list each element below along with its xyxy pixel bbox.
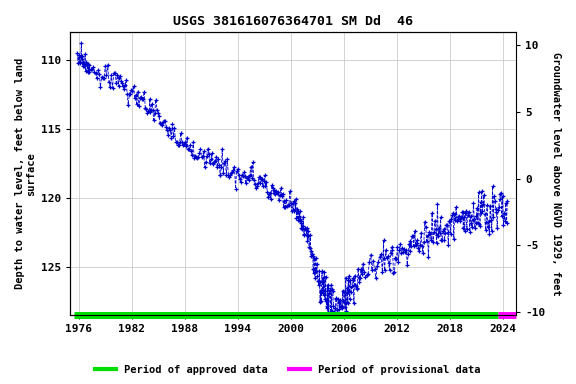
Legend: Period of approved data, Period of provisional data: Period of approved data, Period of provi… <box>91 361 485 379</box>
Y-axis label: Depth to water level, feet below land
surface: Depth to water level, feet below land su… <box>15 58 37 289</box>
Title: USGS 381616076364701 SM Dd  46: USGS 381616076364701 SM Dd 46 <box>173 15 413 28</box>
Y-axis label: Groundwater level above NGVD 1929, feet: Groundwater level above NGVD 1929, feet <box>551 52 561 296</box>
